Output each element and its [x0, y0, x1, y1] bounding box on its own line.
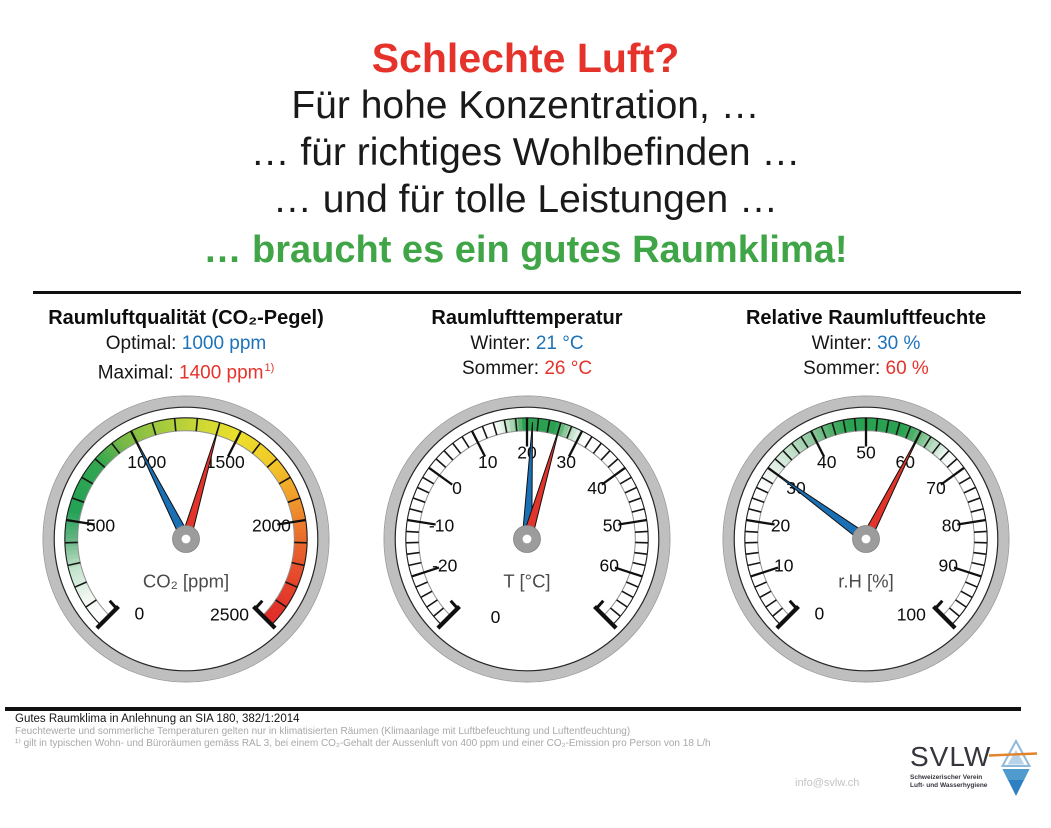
temperature-column: Raumlufttemperatur Winter: 21 °C Sommer:…	[347, 306, 707, 381]
svg-text:1500: 1500	[206, 452, 245, 472]
co2-optimal-row: Optimal: 1000 ppm	[6, 331, 366, 356]
co2-optimal-label: Optimal:	[105, 333, 177, 354]
co2-maximal-label: Maximal:	[97, 362, 174, 384]
svg-text:90: 90	[939, 556, 959, 576]
svg-text:0: 0	[135, 604, 145, 624]
closing-title: … braucht es ein gutes Raumklima!	[203, 229, 848, 271]
svg-text:T [°C]: T [°C]	[503, 571, 550, 592]
temperature-winter-row: Winter: 21 °C	[347, 331, 707, 356]
temperature-winter-label: Winter:	[470, 333, 531, 354]
humidity-winter-value: 30 %	[877, 333, 921, 354]
svg-text:80: 80	[942, 515, 962, 535]
svg-text:CO₂ [ppm]: CO₂ [ppm]	[143, 571, 229, 592]
temperature-sommer-label: Sommer:	[461, 358, 540, 379]
brand-block: SVLW Schweizerischer Verein Luft- und Wa…	[910, 741, 992, 790]
svg-text:0: 0	[491, 607, 501, 627]
brand-name: SVLW	[910, 741, 992, 772]
humidity-winter-row: Winter: 30 %	[686, 331, 1046, 356]
svlw-logo	[988, 738, 1038, 796]
brand-subtitle: Schweizerischer Verein Luft- und Wasserh…	[910, 774, 988, 790]
title-line-3: … und für tolle Leistungen …	[272, 178, 779, 221]
humidity-winter-label: Winter:	[811, 333, 872, 354]
humidity-column-header: Relative Raumluftfeuchte	[745, 307, 987, 329]
brand-subtitle-line-2: Luft- und Wasserhygiene	[910, 782, 988, 789]
co2-column-header: Raumluftqualität (CO₂-Pegel)	[48, 307, 324, 329]
title-line-1: Für hohe Konzentration, …	[291, 84, 760, 127]
svg-text:20: 20	[771, 515, 791, 535]
triangle-up-inner-icon	[1007, 750, 1025, 765]
temperature-sommer-value: 26 °C	[544, 358, 593, 379]
svg-text:60: 60	[600, 556, 620, 576]
svg-text:30: 30	[557, 452, 577, 472]
svg-text:0: 0	[815, 604, 825, 624]
svg-text:r.H [%]: r.H [%]	[838, 571, 894, 592]
co2-column: Raumluftqualität (CO₂-Pegel) Optimal: 10…	[6, 306, 366, 385]
svg-text:-10: -10	[429, 515, 455, 535]
footer-note-co2: ¹⁾ gilt in typischen Wohn- und Büroräume…	[15, 738, 711, 749]
svg-text:500: 500	[86, 515, 115, 535]
svg-text:20: 20	[517, 443, 537, 463]
humidity-gauge: 0102030405060708090100r.H [%]	[716, 389, 1016, 689]
brand-subtitle-line-1: Schweizerischer Verein	[910, 774, 983, 781]
svg-text:100: 100	[897, 604, 926, 624]
title-block: Schlechte Luft? Für hohe Konzentration, …	[0, 34, 1051, 274]
humidity-sommer-value: 60 %	[885, 358, 929, 379]
separator-line-bottom	[5, 707, 1021, 711]
co2-maximal-value: 1400 ppm	[179, 362, 264, 384]
temperature-gauge: 0 -20 -10 0 10 20 30 40 50 60 T [°C]	[377, 389, 677, 689]
svg-text:50: 50	[603, 515, 623, 535]
svg-text:0: 0	[452, 478, 462, 498]
title-line-2: … für richtiges Wohlbefinden …	[250, 131, 801, 174]
headline-title: Schlechte Luft?	[371, 35, 680, 81]
footnote-marker: 1)	[264, 362, 275, 374]
footer-reference: Gutes Raumklima in Anlehnung an SIA 180,…	[15, 713, 300, 725]
humidity-sommer-row: Sommer: 60 %	[686, 356, 1046, 381]
svg-text:2500: 2500	[210, 604, 249, 624]
triangle-down-band-icon	[1002, 769, 1030, 780]
humidity-column: Relative Raumluftfeuchte Winter: 30 % So…	[686, 306, 1046, 381]
separator-line-top	[33, 291, 1021, 294]
svg-text:2000: 2000	[252, 515, 291, 535]
co2-gauge: 05001000150020002500CO₂ [ppm]	[36, 389, 336, 689]
contact-email: info@svlw.ch	[795, 777, 860, 789]
orange-line-icon	[988, 752, 1038, 757]
svg-text:10: 10	[774, 556, 794, 576]
footer-note-climate: Feuchtewerte und sommerliche Temperature…	[15, 726, 631, 737]
svg-text:10: 10	[478, 452, 498, 472]
svg-text:70: 70	[926, 478, 946, 498]
svg-text:-20: -20	[432, 556, 458, 576]
footer-text: Gutes Raumklima in Anlehnung an SIA 180,…	[15, 712, 711, 750]
svg-text:40: 40	[587, 478, 607, 498]
co2-maximal-row: Maximal: 1400 ppm1)	[6, 356, 366, 385]
temperature-winter-value: 21 °C	[535, 333, 584, 354]
svg-text:50: 50	[856, 443, 876, 463]
co2-optimal-value: 1000 ppm	[181, 333, 267, 354]
humidity-sommer-label: Sommer:	[803, 358, 881, 379]
temperature-column-header: Raumlufttemperatur	[431, 307, 623, 329]
temperature-sommer-row: Sommer: 26 °C	[347, 356, 707, 381]
svg-text:40: 40	[817, 452, 837, 472]
